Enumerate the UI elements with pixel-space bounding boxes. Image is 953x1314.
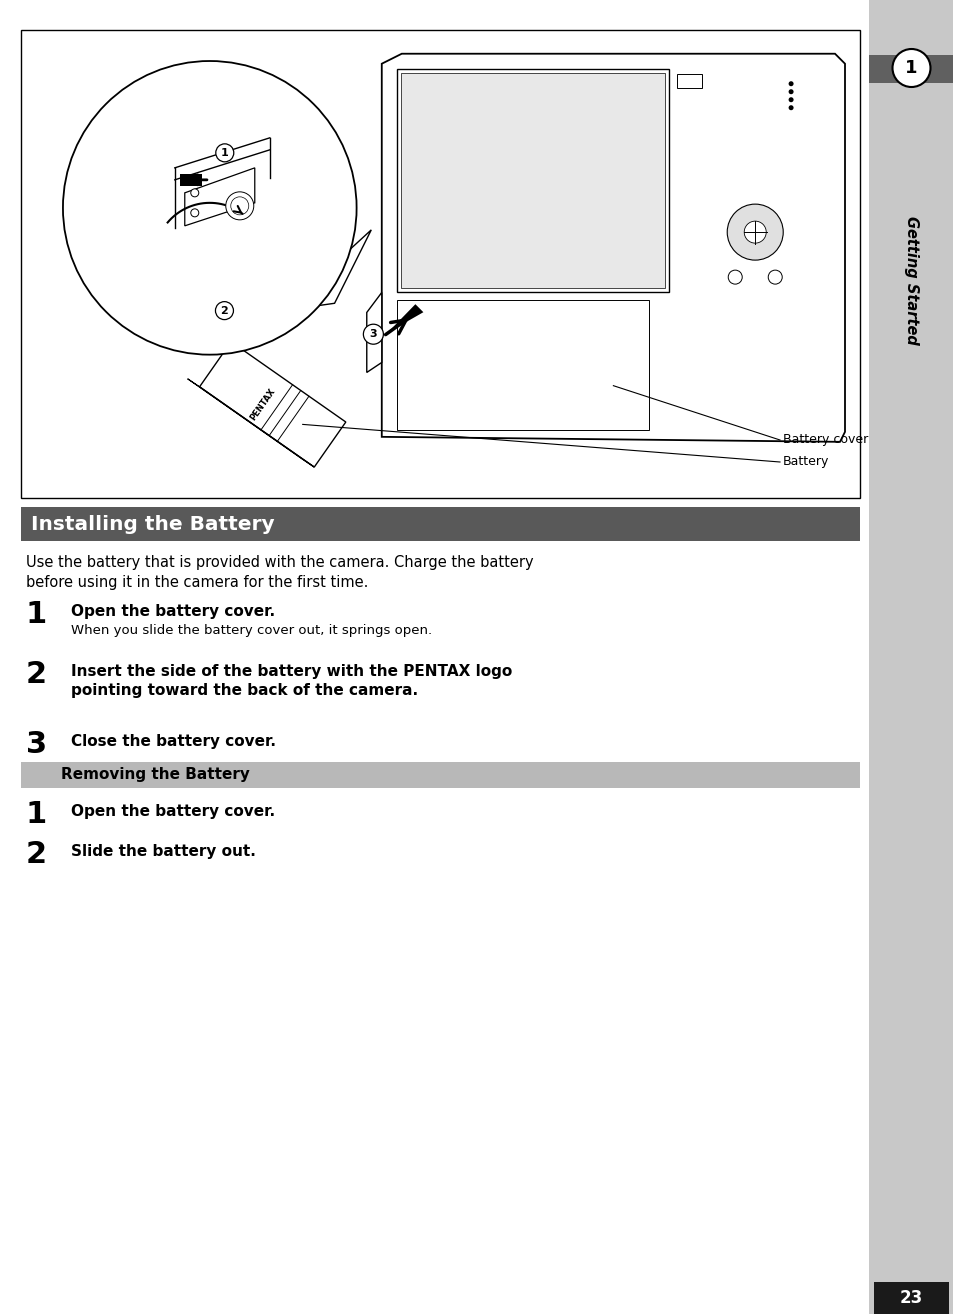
Text: pointing toward the back of the camera.: pointing toward the back of the camera.	[71, 683, 417, 698]
Circle shape	[726, 204, 782, 260]
Bar	[868, 0, 953, 1314]
Polygon shape	[378, 305, 423, 342]
Bar	[179, 173, 202, 185]
Text: 1: 1	[904, 59, 917, 78]
Circle shape	[743, 221, 765, 243]
Text: 3: 3	[369, 330, 376, 339]
Circle shape	[788, 105, 793, 110]
Circle shape	[767, 271, 781, 284]
Circle shape	[892, 49, 929, 87]
Text: 3: 3	[26, 731, 47, 759]
Circle shape	[215, 302, 233, 319]
Circle shape	[226, 192, 253, 219]
Circle shape	[363, 325, 383, 344]
Bar	[396, 68, 668, 292]
Text: Installing the Battery: Installing the Battery	[30, 515, 274, 533]
Circle shape	[63, 60, 356, 355]
Polygon shape	[366, 293, 381, 372]
Text: Open the battery cover.: Open the battery cover.	[71, 604, 274, 619]
Text: 1: 1	[221, 148, 229, 158]
Text: 1: 1	[26, 600, 48, 629]
Text: Getting Started: Getting Started	[903, 215, 918, 344]
Circle shape	[231, 197, 249, 215]
Text: Use the battery that is provided with the camera. Charge the battery: Use the battery that is provided with th…	[26, 555, 533, 570]
Bar	[21, 507, 859, 541]
Text: before using it in the camera for the first time.: before using it in the camera for the fi…	[26, 576, 368, 590]
Polygon shape	[283, 230, 371, 310]
Bar	[21, 762, 859, 788]
Bar	[677, 74, 701, 88]
Text: Open the battery cover.: Open the battery cover.	[71, 804, 274, 819]
Circle shape	[191, 189, 198, 197]
Polygon shape	[199, 342, 345, 466]
Text: Removing the Battery: Removing the Battery	[61, 767, 250, 783]
Text: Battery cover: Battery cover	[782, 434, 867, 447]
Text: 2: 2	[26, 660, 47, 689]
Text: PENTAX: PENTAX	[248, 386, 276, 422]
Circle shape	[727, 271, 741, 284]
Bar	[396, 300, 648, 430]
Text: Battery: Battery	[782, 456, 828, 469]
Circle shape	[215, 143, 233, 162]
Bar	[400, 72, 664, 288]
Text: Insert the side of the battery with the PENTAX logo: Insert the side of the battery with the …	[71, 664, 512, 679]
Bar	[21, 30, 859, 498]
Bar	[868, 55, 953, 83]
Text: Slide the battery out.: Slide the battery out.	[71, 844, 255, 859]
Text: Close the battery cover.: Close the battery cover.	[71, 735, 275, 749]
Circle shape	[788, 97, 793, 102]
Text: 2: 2	[220, 306, 228, 315]
Circle shape	[788, 89, 793, 95]
Polygon shape	[381, 54, 844, 442]
Text: When you slide the battery cover out, it springs open.: When you slide the battery cover out, it…	[71, 624, 432, 637]
Text: 23: 23	[899, 1289, 923, 1307]
Circle shape	[191, 209, 198, 217]
Text: 2: 2	[26, 840, 47, 869]
Bar	[873, 1282, 948, 1314]
Polygon shape	[188, 378, 314, 466]
Text: 1: 1	[26, 800, 48, 829]
Circle shape	[788, 81, 793, 87]
Polygon shape	[185, 168, 254, 226]
